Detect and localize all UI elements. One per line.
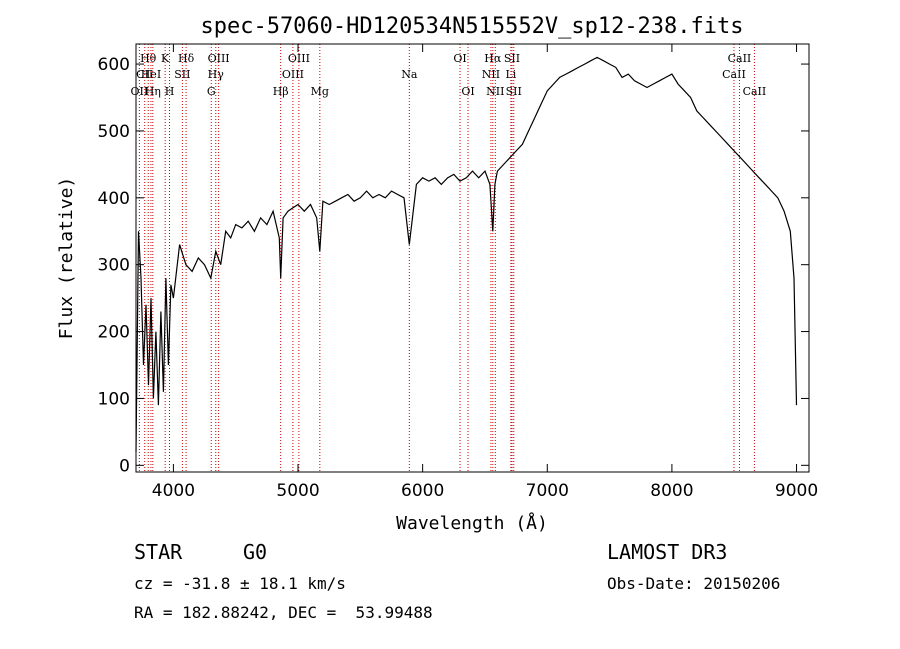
marker-label-2: CII	[136, 68, 153, 81]
marker-label-13: OIII	[282, 68, 304, 81]
marker-label-18: OI	[461, 85, 474, 98]
x-tick-label-4: 8000	[650, 481, 693, 501]
marker-label-24: SII	[506, 85, 522, 98]
y-tick-label-3: 300	[98, 256, 130, 276]
x-tick-label-0: 4000	[152, 481, 195, 501]
y-tick-label-2: 200	[98, 323, 130, 343]
observation-date: Obs-Date: 20150206	[607, 574, 781, 593]
x-tick-label-1: 5000	[276, 481, 319, 501]
marker-label-0: OII	[131, 85, 149, 98]
x-tick-label-3: 7000	[526, 481, 569, 501]
series-layer	[135, 56, 798, 452]
plot-frame	[135, 43, 810, 473]
marker-label-9: G	[207, 85, 216, 98]
marker-label-12: Hβ	[273, 85, 289, 98]
object-subclass: G0	[243, 540, 268, 564]
marker-label-16: Na	[401, 68, 418, 81]
marker-label-10: Hγ	[208, 68, 225, 81]
marker-label-26: CaII	[728, 52, 752, 65]
y-tick-label-4: 400	[98, 189, 130, 209]
marker-label-5: K	[161, 52, 170, 65]
y-tick-label-6: 600	[98, 55, 130, 75]
series-line-spectrum	[135, 56, 798, 452]
x-tick-label-5: 9000	[775, 481, 818, 501]
marker-label-21: NII	[486, 85, 504, 98]
marker-label-23: SII	[504, 52, 520, 65]
marker-label-1: Hθ	[140, 52, 157, 65]
survey-name: LAMOST DR3	[607, 540, 728, 564]
sky-coordinates: RA = 182.88242, DEC = 53.99488	[134, 603, 433, 622]
y-tick-label-0: 0	[119, 456, 130, 476]
chart-title: spec-57060-HD120534N515552V_sp12-238.fit…	[200, 14, 743, 39]
y-axis-label: Flux (relative)	[56, 177, 77, 340]
marker-label-3: HeI	[141, 68, 161, 81]
marker-label-4: Hη	[145, 85, 161, 98]
object-class: STAR	[134, 540, 183, 564]
marker-label-25: CaII	[722, 68, 746, 81]
marker-label-15: Mg	[311, 85, 329, 98]
spectrum-chart: spec-57060-HD120534N515552V_sp12-238.fit…	[56, 14, 818, 534]
x-tick-label-2: 6000	[401, 481, 444, 501]
marker-label-6: H	[165, 85, 175, 98]
marker-label-22: Li	[505, 68, 516, 81]
marker-label-14: OIII	[288, 52, 310, 65]
marker-label-17: OI	[453, 52, 466, 65]
axis-ticks: 4000 5000 6000 7000 8000 9000 0 100 200 300 400 500…	[98, 44, 818, 501]
marker-label-11: OIII	[208, 52, 230, 65]
y-tick-label-5: 500	[98, 122, 130, 142]
marker-label-7: SII	[174, 68, 190, 81]
marker-label-8: Hδ	[178, 52, 195, 65]
redshift-value: cz = -31.8 ± 18.1 km/s	[134, 574, 346, 593]
marker-label-20: Hα	[484, 52, 502, 65]
x-axis-label: Wavelength (Å)	[396, 512, 548, 534]
marker-label-19: NII	[482, 68, 500, 81]
y-tick-label-1: 100	[98, 389, 130, 409]
marker-label-27: CaII	[743, 85, 767, 98]
